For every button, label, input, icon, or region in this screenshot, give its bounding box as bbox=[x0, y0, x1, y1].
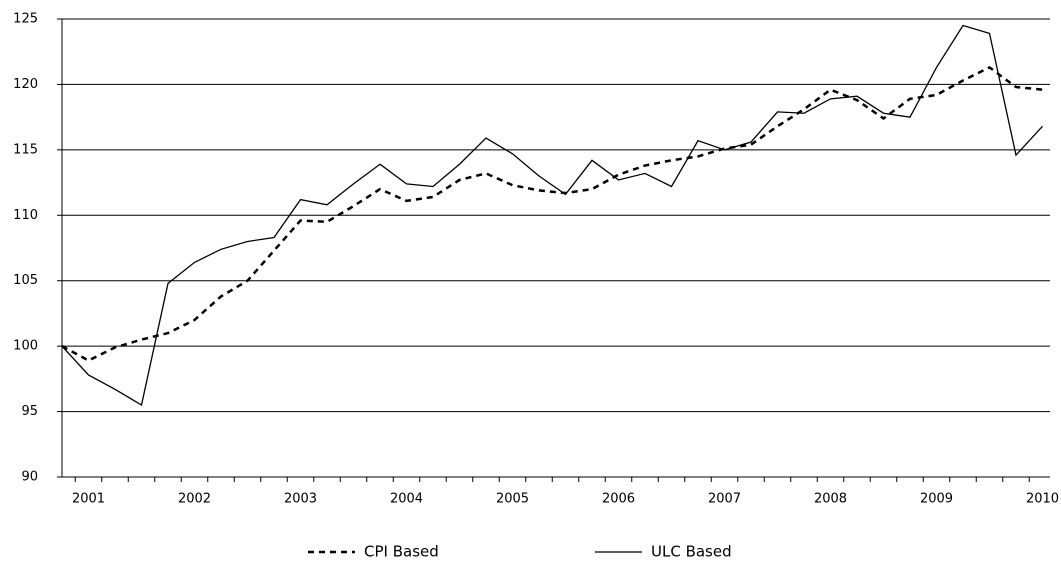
y-tick-label: 90 bbox=[21, 470, 38, 485]
x-tick-label: 2006 bbox=[602, 492, 635, 507]
y-tick-label: 105 bbox=[13, 273, 38, 288]
y-tick-label: 120 bbox=[13, 77, 38, 92]
series-line bbox=[61, 24, 1043, 407]
series-line bbox=[61, 65, 1043, 362]
legend-label: CPI Based bbox=[364, 543, 439, 561]
y-tick-label: 100 bbox=[13, 339, 38, 354]
y-tick-label: 95 bbox=[21, 404, 38, 419]
x-tick-label: 2004 bbox=[390, 492, 423, 507]
x-tick-label: 2009 bbox=[920, 492, 953, 507]
x-tick-label: 2007 bbox=[708, 492, 741, 507]
y-tick-label: 110 bbox=[13, 208, 38, 223]
legend-label: ULC Based bbox=[651, 543, 732, 561]
y-tick-label: 125 bbox=[13, 12, 38, 27]
x-tick-label: 2001 bbox=[72, 492, 105, 507]
x-tick-label: 2008 bbox=[814, 492, 847, 507]
x-tick-label: 2003 bbox=[284, 492, 317, 507]
x-tick-label: 2002 bbox=[178, 492, 211, 507]
x-tick-label: 2010 bbox=[1026, 492, 1059, 507]
y-tick-label: 115 bbox=[13, 142, 38, 157]
x-tick-label: 2005 bbox=[496, 492, 529, 507]
